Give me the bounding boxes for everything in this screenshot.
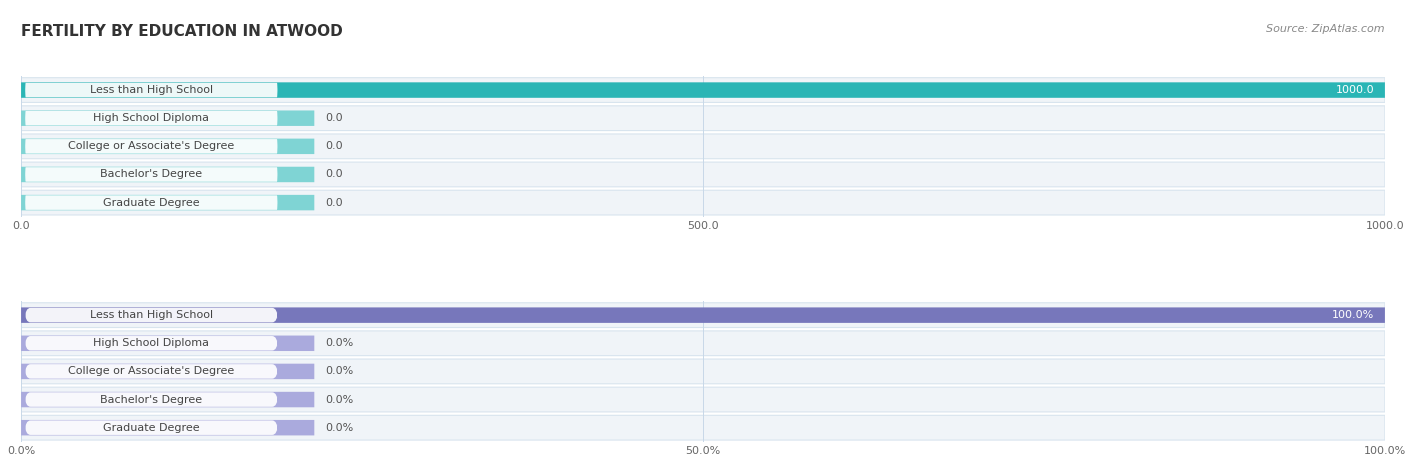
FancyBboxPatch shape (25, 111, 277, 125)
FancyBboxPatch shape (21, 82, 1385, 98)
Text: 0.0: 0.0 (325, 198, 343, 208)
FancyBboxPatch shape (21, 167, 315, 182)
FancyBboxPatch shape (21, 303, 1385, 328)
Text: 0.0%: 0.0% (325, 338, 353, 348)
FancyBboxPatch shape (25, 139, 277, 153)
FancyBboxPatch shape (21, 307, 1385, 323)
FancyBboxPatch shape (25, 83, 277, 97)
FancyBboxPatch shape (25, 167, 277, 182)
Text: 0.0%: 0.0% (325, 366, 353, 376)
Text: 100.0%: 100.0% (1331, 310, 1374, 320)
Text: Source: ZipAtlas.com: Source: ZipAtlas.com (1267, 24, 1385, 34)
FancyBboxPatch shape (21, 359, 1385, 384)
FancyBboxPatch shape (21, 331, 1385, 356)
Text: Bachelor's Degree: Bachelor's Degree (100, 395, 202, 405)
Text: Less than High School: Less than High School (90, 85, 212, 95)
FancyBboxPatch shape (21, 420, 315, 436)
Text: 0.0: 0.0 (325, 113, 343, 123)
FancyBboxPatch shape (21, 162, 1385, 187)
Text: High School Diploma: High School Diploma (93, 113, 209, 123)
Text: Graduate Degree: Graduate Degree (103, 423, 200, 433)
Text: 0.0%: 0.0% (325, 395, 353, 405)
FancyBboxPatch shape (21, 78, 1385, 103)
Text: FERTILITY BY EDUCATION IN ATWOOD: FERTILITY BY EDUCATION IN ATWOOD (21, 24, 343, 39)
FancyBboxPatch shape (21, 335, 315, 351)
Text: College or Associate's Degree: College or Associate's Degree (69, 366, 235, 376)
FancyBboxPatch shape (21, 387, 1385, 412)
FancyBboxPatch shape (21, 139, 315, 154)
FancyBboxPatch shape (21, 190, 1385, 215)
FancyBboxPatch shape (25, 195, 277, 210)
Text: Less than High School: Less than High School (90, 310, 212, 320)
Text: Bachelor's Degree: Bachelor's Degree (100, 170, 202, 180)
Text: College or Associate's Degree: College or Associate's Degree (69, 142, 235, 152)
FancyBboxPatch shape (21, 415, 1385, 440)
FancyBboxPatch shape (25, 364, 277, 379)
Text: 1000.0: 1000.0 (1336, 85, 1374, 95)
FancyBboxPatch shape (21, 392, 315, 407)
Text: High School Diploma: High School Diploma (93, 338, 209, 348)
FancyBboxPatch shape (21, 195, 315, 210)
Text: 0.0: 0.0 (325, 142, 343, 152)
FancyBboxPatch shape (25, 420, 277, 435)
FancyBboxPatch shape (21, 106, 1385, 131)
Text: 0.0%: 0.0% (325, 423, 353, 433)
FancyBboxPatch shape (25, 392, 277, 407)
Text: 0.0: 0.0 (325, 170, 343, 180)
FancyBboxPatch shape (21, 364, 315, 379)
Text: Graduate Degree: Graduate Degree (103, 198, 200, 208)
FancyBboxPatch shape (21, 134, 1385, 159)
FancyBboxPatch shape (25, 308, 277, 323)
FancyBboxPatch shape (21, 111, 315, 126)
FancyBboxPatch shape (25, 336, 277, 351)
